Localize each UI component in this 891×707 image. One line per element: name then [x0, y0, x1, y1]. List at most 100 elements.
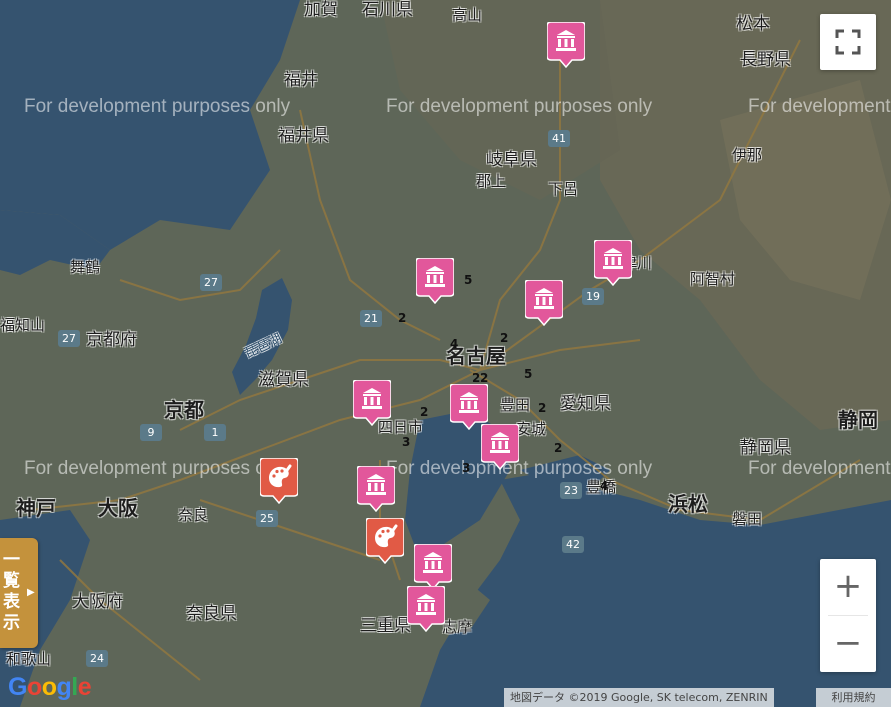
google-logo-letter: g [56, 673, 72, 701]
dev-watermark: For development purposes only [386, 458, 653, 479]
cluster-count[interactable]: 4 [450, 337, 459, 351]
cluster-count[interactable]: 2 [538, 401, 547, 415]
place-label: 神戸 [16, 496, 56, 520]
museum-icon [353, 380, 391, 426]
route-shield: 24 [86, 650, 108, 667]
route-shield: 42 [562, 536, 584, 553]
place-label: 静岡 [838, 408, 878, 432]
museum-icon [416, 258, 454, 304]
place-label: 奈良県 [186, 604, 237, 624]
route-shield: 9 [140, 424, 162, 441]
place-label: 静岡県 [740, 438, 791, 458]
museum-marker[interactable] [416, 258, 454, 304]
place-label: 滋賀県 [258, 370, 309, 390]
dev-watermark: For development purposes only [748, 96, 891, 117]
cluster-count[interactable]: 3 [462, 461, 471, 475]
cluster-count[interactable]: 2 [398, 311, 407, 325]
route-shield: 25 [256, 510, 278, 527]
art-marker[interactable] [366, 518, 404, 564]
google-logo-letter: l [71, 673, 78, 701]
place-label: 四日市 [378, 418, 424, 436]
museum-marker[interactable] [407, 586, 445, 632]
museum-marker[interactable] [547, 22, 585, 68]
expand-arrow-icon: ▶ [27, 587, 35, 598]
place-label: 福井県 [278, 126, 329, 146]
place-label: 京都府 [86, 330, 137, 350]
museum-marker[interactable] [481, 424, 519, 470]
place-label: 磐田 [732, 510, 763, 528]
place-label: 石川県 [362, 0, 413, 20]
museum-icon [547, 22, 585, 68]
museum-marker[interactable] [450, 384, 488, 430]
place-label: 豊田 [500, 396, 531, 414]
cluster-count[interactable]: 2 [500, 331, 509, 345]
place-label: 志摩 [442, 618, 473, 636]
museum-marker[interactable] [353, 380, 391, 426]
place-label: 浜松 [668, 492, 708, 516]
place-label: 高山 [452, 6, 483, 24]
cluster-count[interactable]: 4 [600, 479, 609, 493]
place-label: 安城 [516, 420, 547, 438]
cluster-count[interactable]: 2 [554, 441, 563, 455]
place-label: 郡上 [476, 172, 507, 190]
google-logo-letter: o [26, 673, 42, 701]
museum-icon [450, 384, 488, 430]
place-label: 福知山 [0, 316, 46, 334]
place-label: 加賀 [304, 0, 338, 20]
zoom-out-button[interactable]: − [833, 623, 863, 663]
cluster-count[interactable]: 2 [472, 371, 481, 385]
place-label: 和歌山 [6, 650, 52, 668]
list-view-toggle[interactable]: 一覧表示 ▶ [0, 538, 38, 648]
place-label: 舞鶴 [70, 258, 101, 276]
museum-marker[interactable] [357, 466, 395, 512]
zoom-divider [828, 615, 868, 616]
place-label: 三重県 [360, 616, 411, 636]
museum-icon [481, 424, 519, 470]
route-shield: 1 [204, 424, 226, 441]
art-marker[interactable] [260, 458, 298, 504]
cluster-count[interactable]: 5 [524, 367, 533, 381]
dev-watermark: For development purposes only [748, 458, 891, 479]
route-shield: 41 [548, 130, 570, 147]
route-shield: 27 [58, 330, 80, 347]
museum-marker[interactable] [525, 280, 563, 326]
place-label: 愛知県 [560, 394, 611, 414]
museum-icon [414, 544, 452, 590]
place-label: 名古屋 [446, 344, 506, 368]
museum-icon [357, 466, 395, 512]
place-label: 京都 [164, 398, 204, 422]
cluster-count[interactable]: 3 [402, 435, 411, 449]
museum-icon [525, 280, 563, 326]
map-attribution: 地図データ ©2019 Google, SK telecom, ZENRIN [504, 688, 774, 707]
fullscreen-button[interactable] [820, 14, 876, 70]
list-view-label: 一覧表示 [3, 550, 20, 633]
place-label: 大阪 [98, 496, 138, 520]
place-label: 福井 [284, 70, 318, 90]
place-label: 下呂 [548, 180, 579, 198]
palette-icon [260, 458, 298, 504]
museum-marker[interactable] [414, 544, 452, 590]
fullscreen-icon [835, 29, 861, 55]
place-label: 阿智村 [690, 270, 736, 288]
cluster-count[interactable]: 2 [420, 405, 429, 419]
place-label: 松本 [736, 14, 770, 34]
place-label: 豊橋 [586, 478, 617, 496]
place-label: 大阪府 [72, 592, 123, 612]
route-shield: 21 [360, 310, 382, 327]
place-label: 岐阜県 [486, 150, 537, 170]
dev-watermark: For development purposes only [24, 96, 291, 117]
museum-icon [594, 240, 632, 286]
terms-link[interactable]: 利用規約 [816, 688, 891, 707]
dev-watermark: For development purposes only [24, 458, 291, 479]
route-shield: 27 [200, 274, 222, 291]
place-label: 伊那 [732, 146, 763, 164]
cluster-count[interactable]: 2 [480, 371, 489, 385]
museum-marker[interactable] [594, 240, 632, 286]
cluster-count[interactable]: 5 [464, 273, 473, 287]
dev-watermark: For development purposes only [386, 96, 653, 117]
museum-icon [407, 586, 445, 632]
zoom-in-button[interactable]: + [833, 566, 863, 606]
google-logo: Google [8, 673, 92, 702]
